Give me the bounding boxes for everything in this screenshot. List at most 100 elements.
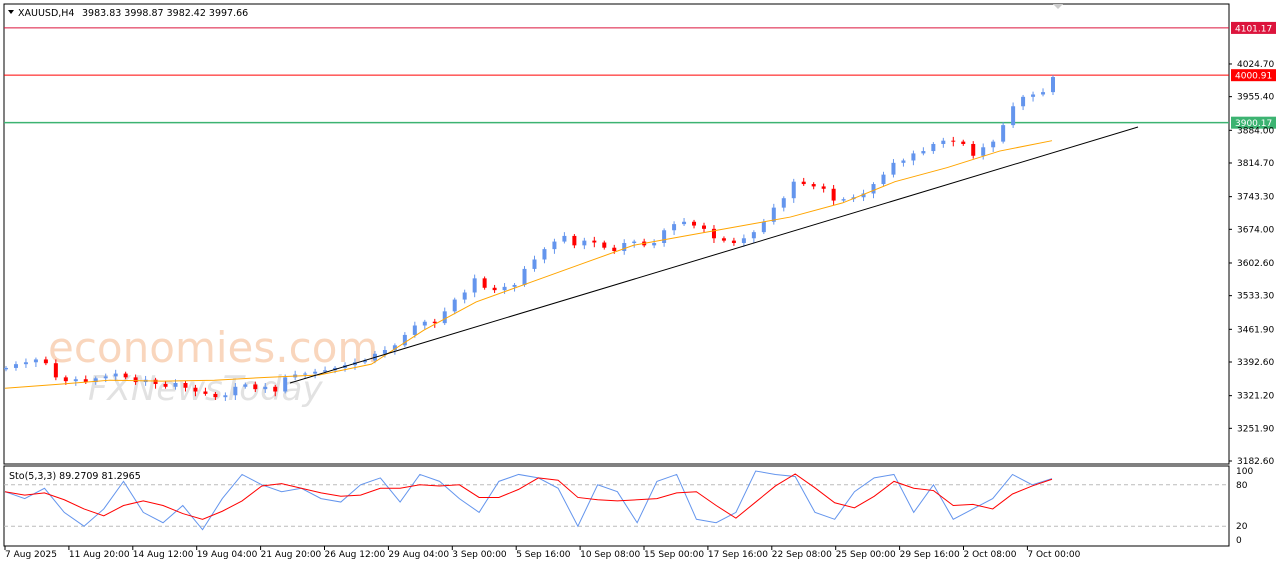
- bull-candle: [901, 160, 906, 163]
- bull-candle: [921, 151, 926, 154]
- bear-candle: [821, 186, 826, 189]
- bull-candle: [13, 364, 18, 368]
- bull-candle: [652, 242, 657, 246]
- bear-candle: [163, 383, 168, 387]
- bull-candle: [223, 395, 228, 398]
- bull-candle: [303, 373, 308, 375]
- y-tick-label: 3955.40: [1237, 93, 1274, 103]
- bull-candle: [1021, 96, 1026, 107]
- price-label: 4000.91: [1235, 72, 1272, 82]
- bull-candle: [622, 242, 627, 252]
- bear-candle: [153, 379, 158, 384]
- x-tick-label: 5 Sep 16:00: [516, 550, 571, 560]
- symbol-label: XAUUSD,H4: [18, 8, 74, 19]
- bull-candle: [1041, 92, 1046, 95]
- price-label: 4101.17: [1235, 24, 1272, 34]
- bull-candle: [173, 383, 178, 387]
- stoch-tick-label: 80: [1236, 481, 1248, 491]
- bull-candle: [662, 230, 667, 243]
- y-tick-label: 3602.60: [1237, 259, 1274, 269]
- bull-candle: [323, 370, 328, 372]
- bear-candle: [253, 384, 258, 390]
- bear-candle: [951, 140, 956, 142]
- bear-candle: [801, 181, 806, 185]
- bull-candle: [741, 238, 746, 243]
- bear-candle: [203, 391, 208, 394]
- bull-candle: [1051, 77, 1055, 93]
- x-tick-label: 7 Oct 00:00: [1027, 550, 1080, 560]
- bull-candle: [632, 241, 637, 243]
- bull-candle: [263, 386, 268, 390]
- trendline: [289, 126, 1139, 384]
- bull-candle: [522, 268, 527, 285]
- bull-candle: [941, 140, 946, 144]
- x-tick-label: 3 Sep 00:00: [452, 550, 507, 560]
- stoch-k-line: [4, 470, 1053, 531]
- bull-candle: [911, 153, 916, 161]
- y-tick-label: 3321.20: [1237, 392, 1274, 402]
- bull-candle: [233, 386, 238, 396]
- x-tick-label: 29 Aug 04:00: [388, 550, 449, 560]
- stoch-tick-label: 0: [1236, 536, 1242, 546]
- bear-candle: [811, 184, 816, 187]
- bear-candle: [572, 235, 577, 246]
- bull-candle: [23, 362, 28, 365]
- bull-candle: [891, 162, 896, 175]
- bull-candle: [422, 321, 427, 326]
- y-tick-label: 3251.90: [1237, 424, 1274, 434]
- y-tick-label: 3392.60: [1237, 358, 1274, 368]
- bull-candle: [362, 360, 367, 363]
- y-tick-label: 3743.30: [1237, 193, 1274, 203]
- bull-candle: [33, 359, 38, 363]
- shift-marker-icon[interactable]: [1053, 4, 1063, 9]
- bull-candle: [532, 259, 537, 269]
- bull-candle: [841, 199, 846, 201]
- bull-candle: [4, 367, 8, 370]
- price-label-box: [1231, 116, 1276, 129]
- bear-candle: [831, 188, 836, 201]
- bear-candle: [602, 242, 607, 248]
- bull-candle: [672, 224, 677, 231]
- bull-candle: [1011, 106, 1016, 126]
- bear-candle: [971, 143, 976, 156]
- bull-candle: [462, 292, 467, 300]
- y-tick-label: 3461.90: [1237, 325, 1274, 335]
- bear-candle: [432, 321, 437, 324]
- y-tick-label: 3182.60: [1237, 457, 1274, 467]
- stoch-d-line: [4, 473, 1053, 520]
- bull-candle: [93, 378, 98, 383]
- stochastic-pane: [3, 465, 1230, 547]
- bear-candle: [692, 221, 697, 226]
- stoch-tick-label: 100: [1236, 467, 1253, 477]
- bear-candle: [273, 386, 278, 392]
- bull-candle: [243, 384, 248, 387]
- bull-candle: [113, 373, 118, 377]
- bull-candle: [981, 147, 986, 156]
- dropdown-triangle-icon[interactable]: [8, 10, 14, 14]
- bull-candle: [861, 193, 866, 198]
- bear-candle: [961, 141, 966, 144]
- bear-candle: [43, 359, 48, 364]
- moving-average-line: [4, 140, 1053, 389]
- price-label-box: [1231, 21, 1276, 34]
- bear-candle: [612, 247, 617, 252]
- y-tick-label: 3674.00: [1237, 225, 1274, 235]
- x-tick-label: 7 Aug 2025: [5, 550, 57, 560]
- bull-candle: [313, 371, 318, 374]
- main-pane: [3, 3, 1230, 465]
- bull-candle: [283, 377, 288, 392]
- bull-candle: [382, 350, 387, 354]
- bull-candle: [751, 232, 756, 239]
- bear-candle: [133, 377, 138, 383]
- watermark-economies: economies.com: [48, 323, 378, 372]
- bear-candle: [123, 373, 128, 378]
- bull-candle: [502, 286, 507, 291]
- bull-candle: [542, 249, 547, 260]
- bull-candle: [991, 141, 996, 148]
- y-tick-label: 3533.30: [1237, 292, 1274, 302]
- bull-candle: [452, 299, 457, 312]
- x-tick-label: 21 Aug 20:00: [261, 550, 322, 560]
- bull-candle: [791, 181, 796, 199]
